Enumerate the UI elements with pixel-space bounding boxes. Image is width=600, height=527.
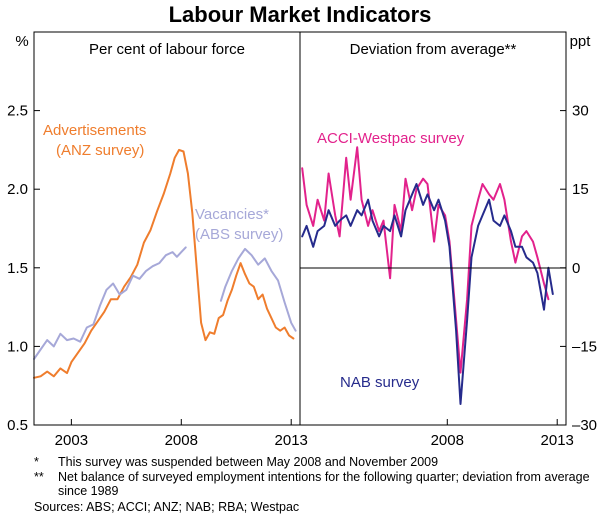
left-x-tick-label: 2003 [55,432,88,449]
advertisements-anz-survey-line-1 [33,148,295,379]
footnote-1: * This survey was suspended between May … [34,455,594,470]
left-axis-unit: % [15,33,28,50]
right-y-tick-label: 15 [572,181,589,198]
chart: Labour Market Indicators % ppt Per cent … [7,2,597,449]
chart-title: Labour Market Indicators [169,2,432,27]
right-y-tick-label: –30 [572,417,597,434]
vacancies-abs-survey-line-1 [33,246,187,360]
right-y-tick-label: 0 [572,260,580,277]
footnote-2-mark: ** [34,469,44,484]
right-axis-unit: ppt [570,33,592,50]
left-y-tick-label: 1.0 [7,338,28,355]
sources: Sources: ABS; ACCI; ANZ; NAB; RBA; Westp… [34,499,300,514]
left-y-tick-label: 2.0 [7,181,28,198]
nab-survey-line-1 [301,183,554,405]
advertisements-label-line2: (ANZ survey) [56,142,144,159]
footnote-1-text: This survey was suspended between May 20… [58,455,439,469]
left-y-tick-label: 2.5 [7,103,28,120]
left-y-tick-label: 1.5 [7,260,28,277]
footnote-2: ** Net balance of surveyed employment in… [34,470,594,499]
acci-westpac-survey-line-1 [301,146,550,374]
left-panel-title: Per cent of labour force [89,41,245,58]
right-x-tick-label: 2013 [541,432,574,449]
left-y-tick-label: 0.5 [7,417,28,434]
footnote-2-text: Net balance of surveyed employment inten… [58,469,590,499]
right-y-tick-label: 30 [572,103,589,120]
footnotes: * This survey was suspended between May … [34,455,594,514]
vacancies-abs-survey-line-2 [219,247,297,332]
right-panel-title: Deviation from average** [350,41,517,58]
nab-label: NAB survey [340,374,420,391]
left-x-tick-label: 2013 [275,432,308,449]
advertisements-label-line1: Advertisements [43,122,146,139]
vacancies-label-line2: (ABS survey) [195,226,283,243]
right-x-tick-label: 2008 [431,432,464,449]
footnote-1-mark: * [34,455,39,469]
right-y-tick-label: –15 [572,338,597,355]
acci-westpac-label: ACCI-Westpac survey [317,130,465,147]
left-x-tick-label: 2008 [165,432,198,449]
vacancies-label-line1: Vacancies* [195,206,269,223]
